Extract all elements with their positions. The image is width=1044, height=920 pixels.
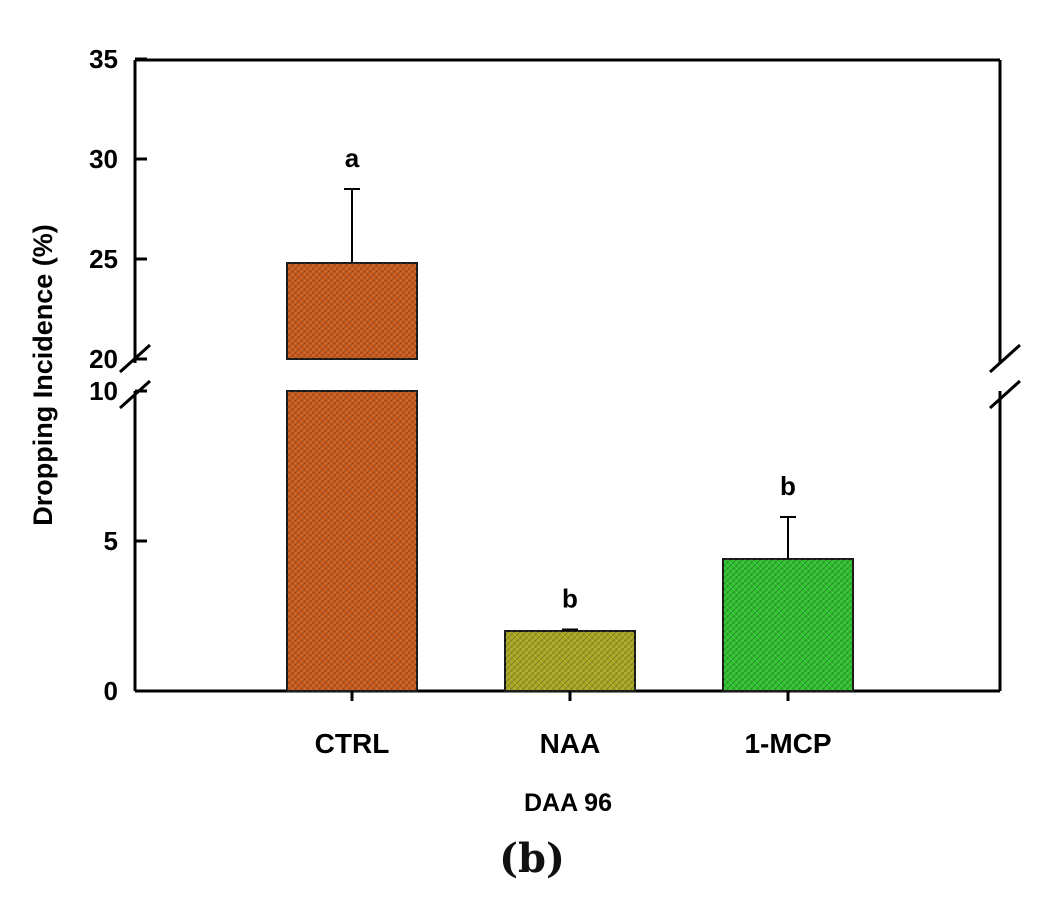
x-axis-categories: CTRL NAA 1-MCP (315, 691, 832, 759)
y-axis-title: Dropping Incidence (%) (28, 224, 58, 526)
bar-texture (287, 263, 417, 359)
significance-label: b (780, 471, 796, 501)
x-category-label: CTRL (315, 728, 390, 759)
bar-texture (723, 559, 853, 691)
x-category-label: NAA (540, 728, 601, 759)
y-tick-label: 20 (89, 344, 118, 374)
x-axis-title: DAA 96 (524, 789, 612, 817)
significance-label: b (562, 584, 578, 614)
y-tick-label: 10 (89, 376, 118, 406)
bar-texture (287, 391, 417, 691)
plot-frame (118, 58, 1022, 693)
axis-break-mark-left-2 (118, 379, 152, 410)
bars: a b b (286, 143, 854, 692)
y-tick-label: 35 (89, 44, 118, 74)
significance-label: a (345, 143, 360, 173)
panel-label: (b) (499, 835, 565, 882)
bar-texture (505, 631, 635, 691)
y-tick-label: 25 (89, 244, 118, 274)
y-tick-label: 30 (89, 144, 118, 174)
y-tick-label: 5 (104, 526, 118, 556)
axis-break-mark-right-2 (988, 379, 1022, 410)
x-category-label: 1-MCP (744, 728, 831, 759)
y-tick-label: 0 (104, 676, 118, 706)
axis-break-mark-right-1 (988, 343, 1022, 374)
